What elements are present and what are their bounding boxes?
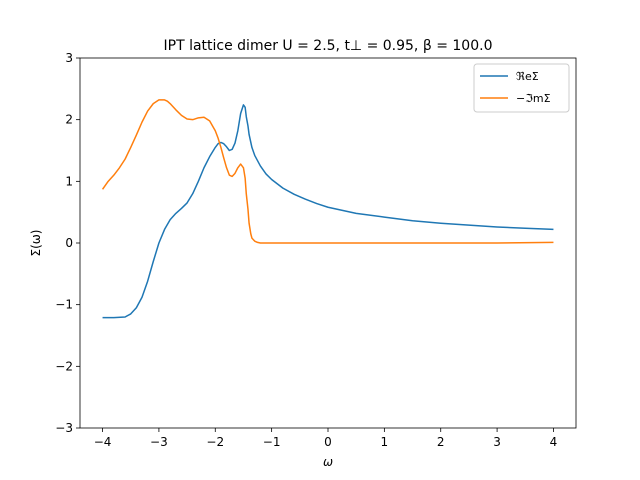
y-tick-label: −2 <box>55 359 73 373</box>
chart-title: IPT lattice dimer U = 2.5, t⊥ = 0.95, β … <box>164 38 493 54</box>
legend: ℜeΣ −ℑmΣ <box>473 63 570 113</box>
series-line-1 <box>101 99 554 244</box>
plot-area <box>79 57 577 429</box>
y-tick-label: −3 <box>55 421 73 435</box>
y-axis-ticks: −3 −2 −1 0 1 2 3 <box>55 51 80 435</box>
x-axis-ticks: −4 −3 −2 −1 0 1 2 3 4 <box>94 428 558 449</box>
series-line-0 <box>102 104 554 319</box>
x-tick-label: 3 <box>493 435 501 449</box>
legend-label-minus-im-sigma: −ℑmΣ <box>516 92 551 105</box>
x-tick-label: −4 <box>94 435 112 449</box>
y-tick-label: −1 <box>55 298 73 312</box>
y-axis-label: Σ(ω) <box>29 230 43 257</box>
x-axis-label: ω <box>323 455 333 469</box>
x-tick-label: 2 <box>437 435 445 449</box>
y-tick-label: 2 <box>65 113 73 127</box>
series-group <box>101 99 554 319</box>
x-tick-label: −1 <box>263 435 281 449</box>
legend-label-re-sigma: ℜeΣ <box>516 70 539 83</box>
x-tick-label: 4 <box>550 435 558 449</box>
x-tick-label: −2 <box>206 435 224 449</box>
x-tick-label: −3 <box>150 435 168 449</box>
y-tick-label: 3 <box>65 51 73 65</box>
x-tick-label: 0 <box>324 435 332 449</box>
x-tick-label: 1 <box>381 435 389 449</box>
y-tick-label: 0 <box>65 236 73 250</box>
y-tick-label: 1 <box>65 174 73 188</box>
